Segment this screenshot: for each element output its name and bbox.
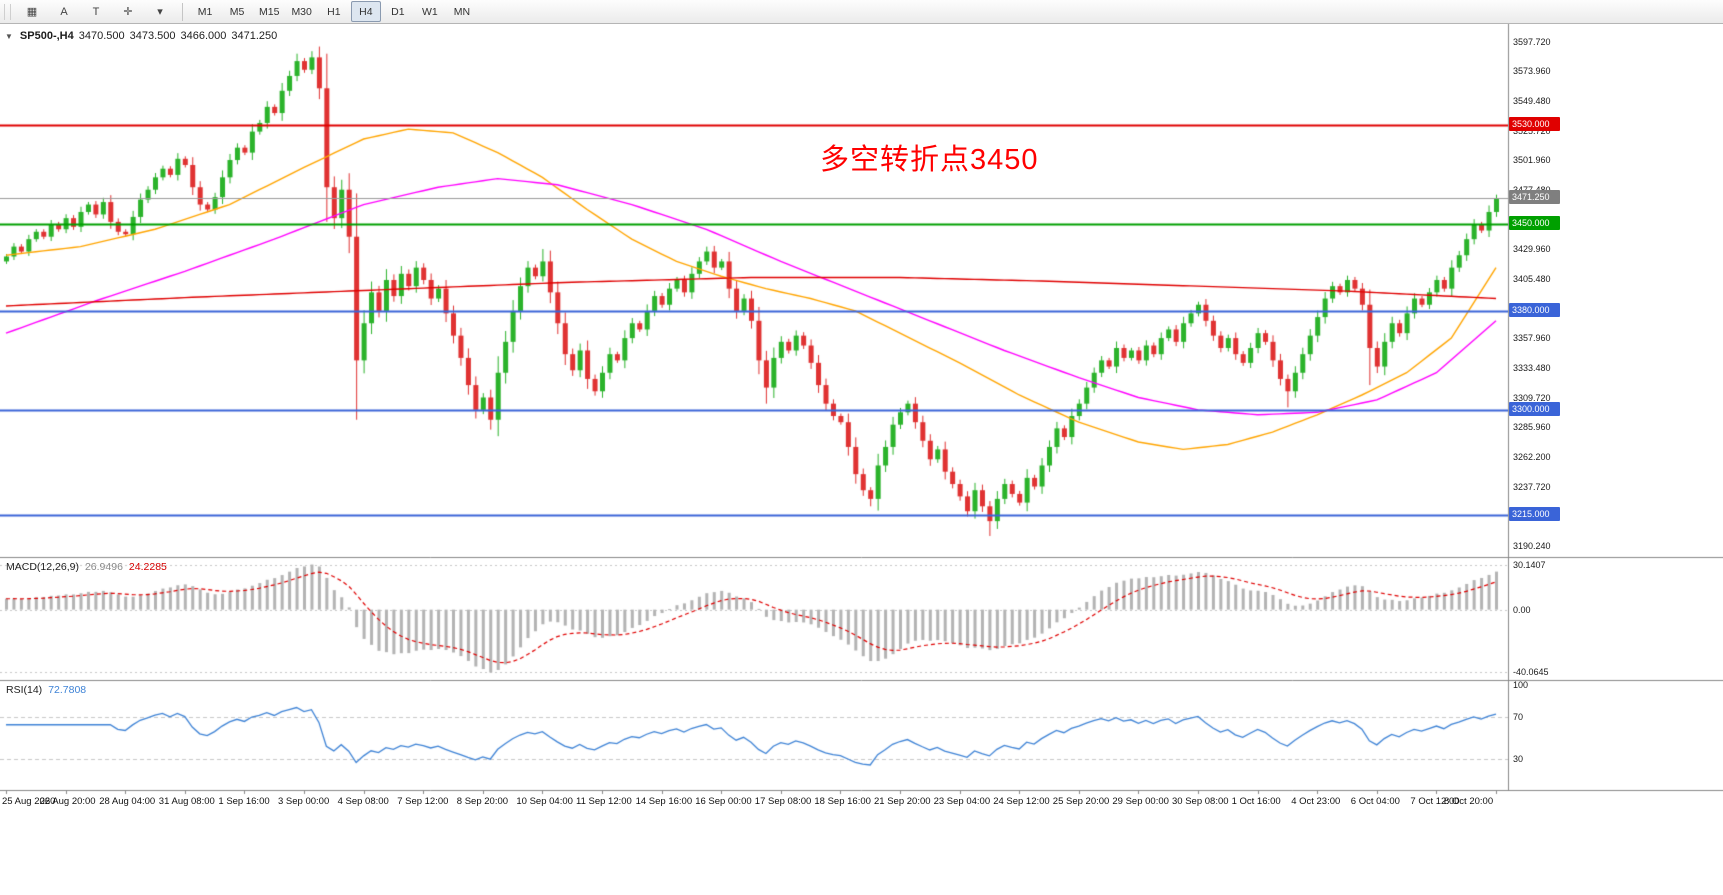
ohlc-open: 3470.500 — [78, 30, 125, 42]
macd-name: MACD(12,26,9) — [6, 561, 79, 573]
hline-price-label: 3450.000 — [1509, 216, 1560, 231]
macd-tick: 30.1407 — [1513, 559, 1546, 570]
date-tick: 25 Aug 2020 — [2, 796, 56, 807]
timeframe-button-m30[interactable]: M30 — [291, 5, 312, 18]
text-tool-icon[interactable]: T — [92, 5, 100, 18]
date-tick: 4 Oct 23:00 — [1291, 796, 1341, 807]
toolbar-grip[interactable] — [4, 3, 11, 20]
chart-annotation: 多空转折点3450 — [820, 144, 1039, 176]
price-tick: 3429.960 — [1513, 244, 1551, 255]
date-tick: 8 Oct 20:00 — [1444, 796, 1494, 807]
date-tick: 25 Sep 20:00 — [1052, 796, 1110, 807]
macd-label: MACD(12,26,9) 26.9496 24.2285 — [6, 561, 167, 573]
date-tick: 10 Sep 04:00 — [516, 796, 573, 807]
macd-signal-value: 24.2285 — [128, 561, 167, 573]
price-tick: 3405.480 — [1513, 274, 1551, 285]
date-tick: 3 Sep 00:00 — [278, 796, 330, 807]
rsi-name: RSI(14) — [6, 684, 43, 696]
date-tick: 17 Sep 08:00 — [754, 796, 812, 807]
price-tick: 3309.720 — [1513, 392, 1551, 403]
chart-window-icon[interactable]: ▦ — [26, 6, 38, 18]
price-tick: 3237.720 — [1513, 481, 1551, 492]
macd-tick: -40.0645 — [1513, 667, 1549, 678]
price-tick: 3597.720 — [1513, 36, 1551, 47]
date-tick: 4 Sep 08:00 — [337, 796, 389, 807]
date-tick: 11 Sep 12:00 — [576, 796, 632, 807]
toolbar-separator — [182, 2, 183, 21]
chart-header: ▼ SP500-,H4 3470.500 3473.500 3466.000 3… — [5, 30, 277, 42]
price-tick: 3190.240 — [1513, 540, 1551, 551]
date-tick: 29 Sep 00:00 — [1112, 796, 1169, 807]
timeframe-button-w1[interactable]: W1 — [422, 5, 438, 18]
timeframe-button-m5[interactable]: M5 — [229, 5, 245, 18]
timeframe-button-h4[interactable]: H4 — [350, 1, 381, 22]
hline-price-label: 3215.000 — [1509, 506, 1560, 521]
date-tick: 1 Sep 16:00 — [218, 796, 270, 807]
timeframe-buttons: M1 M5 M15 M30 H1 H4 D1 W1 MN — [189, 1, 478, 22]
symbol-label: SP500-,H4 — [19, 30, 74, 42]
toolbar: ▦ A T ✛ ▾ M1 M5 M15 M30 H1 H4 D1 W1 MN — [0, 0, 1723, 24]
macd-tick: 0.00 — [1513, 604, 1531, 615]
price-tick: 3573.960 — [1513, 66, 1551, 77]
collapse-icon[interactable]: ▼ — [5, 31, 13, 41]
ohlc-low: 3466.000 — [180, 30, 227, 42]
macd-main-value: 26.9496 — [84, 561, 123, 573]
timeframe-button-d1[interactable]: D1 — [391, 5, 405, 18]
date-tick: 7 Oct 12:00 — [1410, 796, 1460, 807]
date-tick: 7 Sep 12:00 — [397, 796, 449, 807]
price-tick: 3333.480 — [1513, 363, 1551, 374]
date-tick: 30 Sep 08:00 — [1172, 796, 1229, 807]
date-tick: 26 Aug 20:00 — [39, 796, 96, 807]
current-price-label: 3471.250 — [1509, 190, 1560, 205]
rsi-tick: 100 — [1513, 680, 1529, 691]
timeframe-button-mn[interactable]: MN — [453, 5, 471, 18]
date-tick: 28 Aug 04:00 — [99, 796, 156, 807]
toolbar-icons: ▦ A T ✛ ▾ — [16, 1, 176, 22]
timeframe-button-m15[interactable]: M15 — [259, 5, 280, 18]
ohlc-close: 3471.250 — [231, 30, 278, 42]
rsi-value: 72.7808 — [48, 684, 87, 696]
date-tick: 8 Sep 20:00 — [456, 796, 509, 807]
ohlc-high: 3473.500 — [129, 30, 176, 42]
date-tick: 18 Sep 16:00 — [814, 796, 871, 807]
date-tick: 14 Sep 16:00 — [635, 796, 693, 807]
price-tick: 3262.200 — [1513, 451, 1551, 462]
timeframe-button-m1[interactable]: M1 — [197, 5, 213, 18]
date-tick: 23 Sep 04:00 — [933, 796, 991, 807]
hline-price-label: 3300.000 — [1509, 401, 1560, 416]
date-tick: 24 Sep 12:00 — [993, 796, 1050, 807]
chart-canvas[interactable] — [0, 24, 1723, 895]
date-tick: 1 Oct 16:00 — [1231, 796, 1281, 807]
price-tick: 3501.960 — [1513, 155, 1551, 166]
rsi-tick: 70 — [1513, 711, 1524, 722]
dropdown-arrow-icon[interactable]: ▾ — [157, 6, 163, 18]
timeframe-button-h1[interactable]: H1 — [327, 5, 341, 18]
date-tick: 6 Oct 04:00 — [1350, 796, 1400, 807]
hline-price-label: 3380.000 — [1509, 302, 1560, 317]
date-tick: 21 Sep 20:00 — [874, 796, 931, 807]
rsi-tick: 30 — [1513, 753, 1524, 764]
hline-price-label: 3530.000 — [1509, 117, 1560, 132]
price-tick: 3357.960 — [1513, 333, 1551, 344]
price-tick: 3549.480 — [1513, 96, 1551, 107]
crosshair-icon[interactable]: ✛ — [123, 6, 133, 18]
price-tick: 3285.960 — [1513, 422, 1551, 433]
label-a-icon[interactable]: A — [60, 5, 68, 18]
chart-region: ▼ SP500-,H4 3470.500 3473.500 3466.000 3… — [0, 24, 1723, 895]
date-tick: 16 Sep 00:00 — [695, 796, 752, 807]
rsi-label: RSI(14) 72.7808 — [6, 684, 86, 696]
date-tick: 31 Aug 08:00 — [158, 796, 215, 807]
